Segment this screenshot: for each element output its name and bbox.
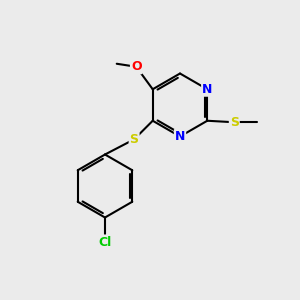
Text: S: S	[130, 133, 139, 146]
Text: Cl: Cl	[98, 236, 112, 249]
Text: O: O	[131, 60, 142, 73]
Text: N: N	[175, 130, 185, 143]
Text: S: S	[230, 116, 239, 129]
Text: N: N	[202, 83, 212, 96]
